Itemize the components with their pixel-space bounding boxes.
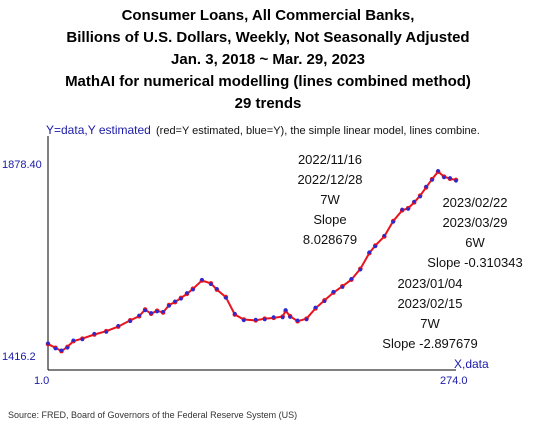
- y-data-point: [46, 341, 50, 346]
- y-data-point: [367, 250, 372, 255]
- y-data-point: [391, 220, 396, 224]
- annotation-2-slope: Slope -0.310343: [427, 255, 523, 270]
- y-data-point: [200, 277, 204, 282]
- annotation-1-slope: Slope 8.028679: [302, 212, 358, 247]
- source-note: Source: FRED, Board of Governors of the …: [8, 410, 298, 420]
- y-data-point: [304, 317, 309, 322]
- y-data-point: [143, 308, 147, 313]
- y-data-point: [116, 323, 121, 328]
- y-data-point: [173, 299, 177, 304]
- y-data-point: [65, 345, 70, 350]
- y-data-point: [80, 337, 85, 342]
- y-data-point: [191, 287, 195, 292]
- y-data-point: [53, 346, 58, 351]
- y-data-point: [161, 309, 165, 314]
- y-data-point: [271, 315, 276, 319]
- annotation-1-start: 2022/11/16: [297, 152, 363, 167]
- y-data-point: [209, 282, 213, 287]
- y-data-point: [418, 194, 422, 199]
- annotation-3-end: 2023/02/15: [397, 296, 463, 311]
- y-data-point: [424, 184, 428, 189]
- y-data-point: [400, 207, 404, 212]
- legend-note: (red=Y estimated, blue=Y), the simple li…: [156, 125, 480, 137]
- y-data-point: [71, 338, 76, 343]
- y-data-point: [128, 319, 132, 323]
- y-data-point: [412, 199, 416, 204]
- y-data-point: [436, 169, 440, 173]
- y-data-point: [331, 289, 336, 294]
- y-data-point: [288, 315, 292, 319]
- annotation-2: 2023/02/22 2023/03/29 6W Slope -0.310343: [425, 193, 525, 273]
- annotation-2-weeks: 6W: [465, 235, 485, 250]
- y-data-point: [295, 318, 300, 323]
- y-data-point: [104, 330, 109, 334]
- y-data-point: [59, 348, 64, 353]
- x-min-label: 1.0: [34, 375, 49, 387]
- x-axis-label: X,data: [454, 357, 489, 371]
- annotation-3: 2023/01/04 2023/02/15 7W Slope -2.897679: [375, 274, 485, 354]
- y-data-point: [185, 291, 189, 295]
- y-data-point: [262, 317, 267, 322]
- y-min-label: 1416.2: [2, 351, 36, 363]
- x-max-label: 274.0: [440, 375, 468, 387]
- y-data-point: [167, 304, 171, 308]
- y-data-point: [358, 267, 363, 272]
- y-data-point: [442, 175, 446, 180]
- annotation-3-slope: Slope -2.897679: [382, 336, 478, 351]
- annotation-2-start: 2023/02/22: [442, 195, 508, 210]
- y-data-point: [313, 305, 318, 310]
- y-data-point: [283, 308, 288, 312]
- y-data-point: [340, 285, 345, 289]
- y-data-point: [233, 311, 237, 316]
- annotation-1-end: 2022/12/28: [297, 172, 363, 187]
- y-data-point: [179, 296, 183, 301]
- y-data-point: [280, 315, 285, 320]
- y-data-point: [155, 309, 159, 314]
- y-data-point: [241, 318, 246, 323]
- chart-title-line-3: Jan. 3, 2018 ~ Mar. 29, 2023: [171, 51, 365, 68]
- y-data-point: [215, 286, 219, 291]
- y-data-point: [322, 299, 327, 304]
- y-data-point: [373, 244, 378, 249]
- chart-title-line-1: Consumer Loans, All Commercial Banks,: [121, 7, 415, 24]
- y-max-label: 1878.40: [2, 159, 42, 171]
- y-data-point: [430, 178, 434, 182]
- y-data-point: [253, 317, 258, 322]
- annotation-2-end: 2023/03/29: [442, 215, 508, 230]
- y-axis-label: Y=data,Y estimated: [46, 123, 151, 137]
- y-data-point: [137, 313, 141, 318]
- annotation-3-start: 2023/01/04: [397, 276, 463, 291]
- annotation-1: 2022/11/16 2022/12/28 7W Slope 8.028679: [290, 150, 370, 250]
- chart-title-line-4: MathAI for numerical modelling (lines co…: [65, 73, 471, 90]
- chart-title-line-2: Billions of U.S. Dollars, Weekly, Not Se…: [66, 29, 470, 46]
- y-data-point: [454, 178, 458, 183]
- chart-title-line-5: 29 trends: [234, 95, 302, 112]
- y-data-point: [448, 176, 452, 180]
- y-data-point: [149, 311, 153, 315]
- annotation-1-weeks: 7W: [320, 192, 340, 207]
- y-data-point: [406, 207, 410, 211]
- y-data-point: [224, 296, 228, 300]
- annotation-3-weeks: 7W: [420, 316, 440, 331]
- y-data-point: [92, 331, 97, 336]
- y-data-point: [382, 233, 387, 238]
- y-data-point: [349, 277, 354, 281]
